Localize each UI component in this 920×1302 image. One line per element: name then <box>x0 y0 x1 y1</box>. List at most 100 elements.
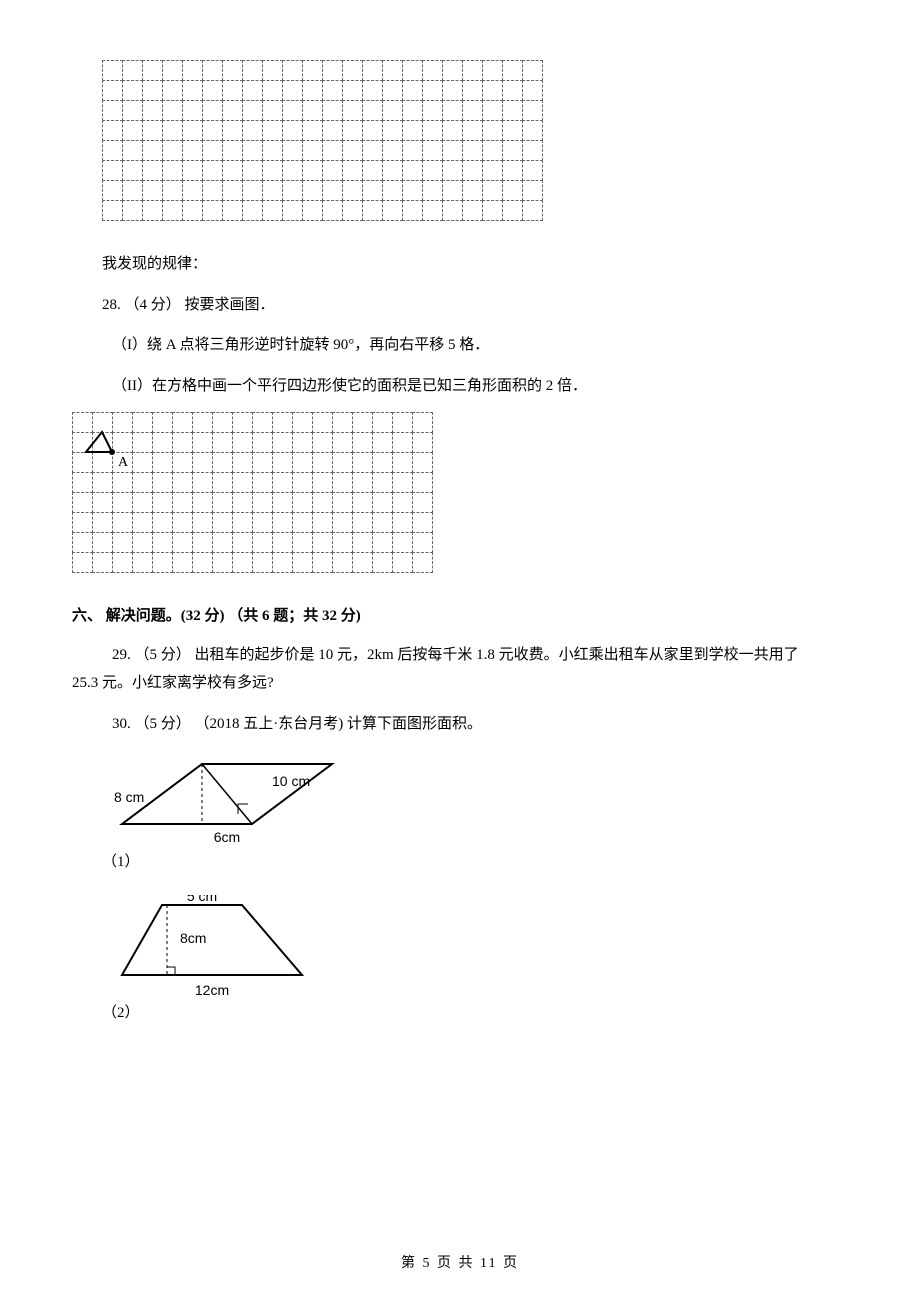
grid-cell <box>502 80 523 101</box>
grid-cell <box>202 200 223 221</box>
grid-cell <box>502 140 523 161</box>
grid-cell <box>242 160 263 181</box>
grid-cell <box>162 120 183 141</box>
grid-cell <box>122 80 143 101</box>
grid-cell <box>362 200 383 221</box>
grid-cell <box>522 80 543 101</box>
grid-cell <box>502 200 523 221</box>
grid-cell <box>242 120 263 141</box>
grid-cell <box>462 200 483 221</box>
grid-cell <box>342 140 363 161</box>
grid-cell <box>402 180 423 201</box>
grid-cell <box>302 80 323 101</box>
page-root: 我发现的规律： 28. （4 分） 按要求画图． （I）绕 A 点将三角形逆时针… <box>0 0 920 1302</box>
grid-cell <box>222 120 243 141</box>
grid-cell <box>282 60 303 81</box>
grid-cell <box>162 200 183 221</box>
grid-cell <box>122 180 143 201</box>
grid-cell <box>362 60 383 81</box>
grid-figure-top <box>102 60 542 220</box>
svg-text:12cm: 12cm <box>195 982 229 998</box>
grid-cell <box>222 100 243 121</box>
parallelogram-figure: 8 cm10 cm6cm <box>102 754 362 854</box>
grid-cell <box>302 120 323 141</box>
grid-cell <box>102 120 123 141</box>
grid-cell <box>302 160 323 181</box>
section6-header: 六、 解决问题。(32 分) （共 6 题；共 32 分) <box>72 602 848 631</box>
q30-fig1-wrap: 8 cm10 cm6cm （1） <box>102 754 848 877</box>
q30-header: 30. （5 分） （2018 五上·东台月考) 计算下面图形面积。 <box>72 710 848 739</box>
grid-cell <box>422 180 443 201</box>
grid-cell <box>362 160 383 181</box>
grid-cell <box>262 120 283 141</box>
grid-cell <box>382 120 403 141</box>
grid-cell <box>522 180 543 201</box>
grid-cell <box>162 180 183 201</box>
grid-cell <box>102 100 123 121</box>
svg-text:10 cm: 10 cm <box>272 773 310 789</box>
grid-cell <box>182 140 203 161</box>
grid-cell <box>422 60 443 81</box>
grid-cell <box>342 160 363 181</box>
grid-cell <box>382 140 403 161</box>
grid-cell <box>362 180 383 201</box>
grid-cell <box>342 60 363 81</box>
grid-cell <box>402 100 423 121</box>
q29: 29. （5 分） 出租车的起步价是 10 元，2km 后按每千米 1.8 元收… <box>72 641 848 698</box>
grid-cell <box>182 60 203 81</box>
grid-cell <box>302 100 323 121</box>
grid-cell <box>462 80 483 101</box>
grid-cell <box>462 120 483 141</box>
grid-cell <box>442 200 463 221</box>
svg-text:8cm: 8cm <box>180 930 206 946</box>
grid-cell <box>402 80 423 101</box>
svg-text:A: A <box>118 455 129 470</box>
grid-cell <box>282 140 303 161</box>
q29-line2: 25.3 元。小红家离学校有多远? <box>72 669 848 698</box>
grid-cell <box>202 180 223 201</box>
q28-grid-wrap: A <box>72 412 848 572</box>
grid-cell <box>322 180 343 201</box>
grid-cell <box>222 60 243 81</box>
grid-cell <box>522 100 543 121</box>
grid-cell <box>162 80 183 101</box>
grid-cell <box>142 160 163 181</box>
grid-cell <box>522 160 543 181</box>
grid-cell <box>442 160 463 181</box>
grid-cell <box>342 120 363 141</box>
grid-cell <box>242 180 263 201</box>
grid-cell <box>282 100 303 121</box>
grid-cell <box>122 160 143 181</box>
grid-cell <box>282 200 303 221</box>
grid-cell <box>282 180 303 201</box>
grid-cell <box>262 160 283 181</box>
grid-cell <box>462 60 483 81</box>
grid-cell <box>242 60 263 81</box>
grid-cell <box>462 160 483 181</box>
grid-cell <box>142 200 163 221</box>
grid-cell <box>202 80 223 101</box>
grid-cell <box>342 180 363 201</box>
grid-cell <box>442 60 463 81</box>
grid-cell <box>362 140 383 161</box>
grid-cell <box>302 180 323 201</box>
grid-cell <box>322 200 343 221</box>
grid-cell <box>522 60 543 81</box>
fig1-sublabel: （1） <box>102 848 140 877</box>
grid-cell <box>222 80 243 101</box>
grid-cell <box>282 160 303 181</box>
grid-cell <box>322 160 343 181</box>
grid-cell <box>102 80 123 101</box>
q30-fig2-wrap: 5 cm8cm12cm （2） <box>102 895 848 1028</box>
grid-cell <box>382 160 403 181</box>
grid-cell <box>482 80 503 101</box>
grid-cell <box>182 80 203 101</box>
grid-cell <box>402 160 423 181</box>
grid-cell <box>382 180 403 201</box>
grid-cell <box>242 140 263 161</box>
q28-part2: （II）在方格中画一个平行四边形使它的面积是已知三角形面积的 2 倍． <box>72 372 848 401</box>
grid-cell <box>282 80 303 101</box>
grid-cell <box>362 120 383 141</box>
fig2-sublabel: （2） <box>102 999 140 1028</box>
grid-cell <box>162 60 183 81</box>
